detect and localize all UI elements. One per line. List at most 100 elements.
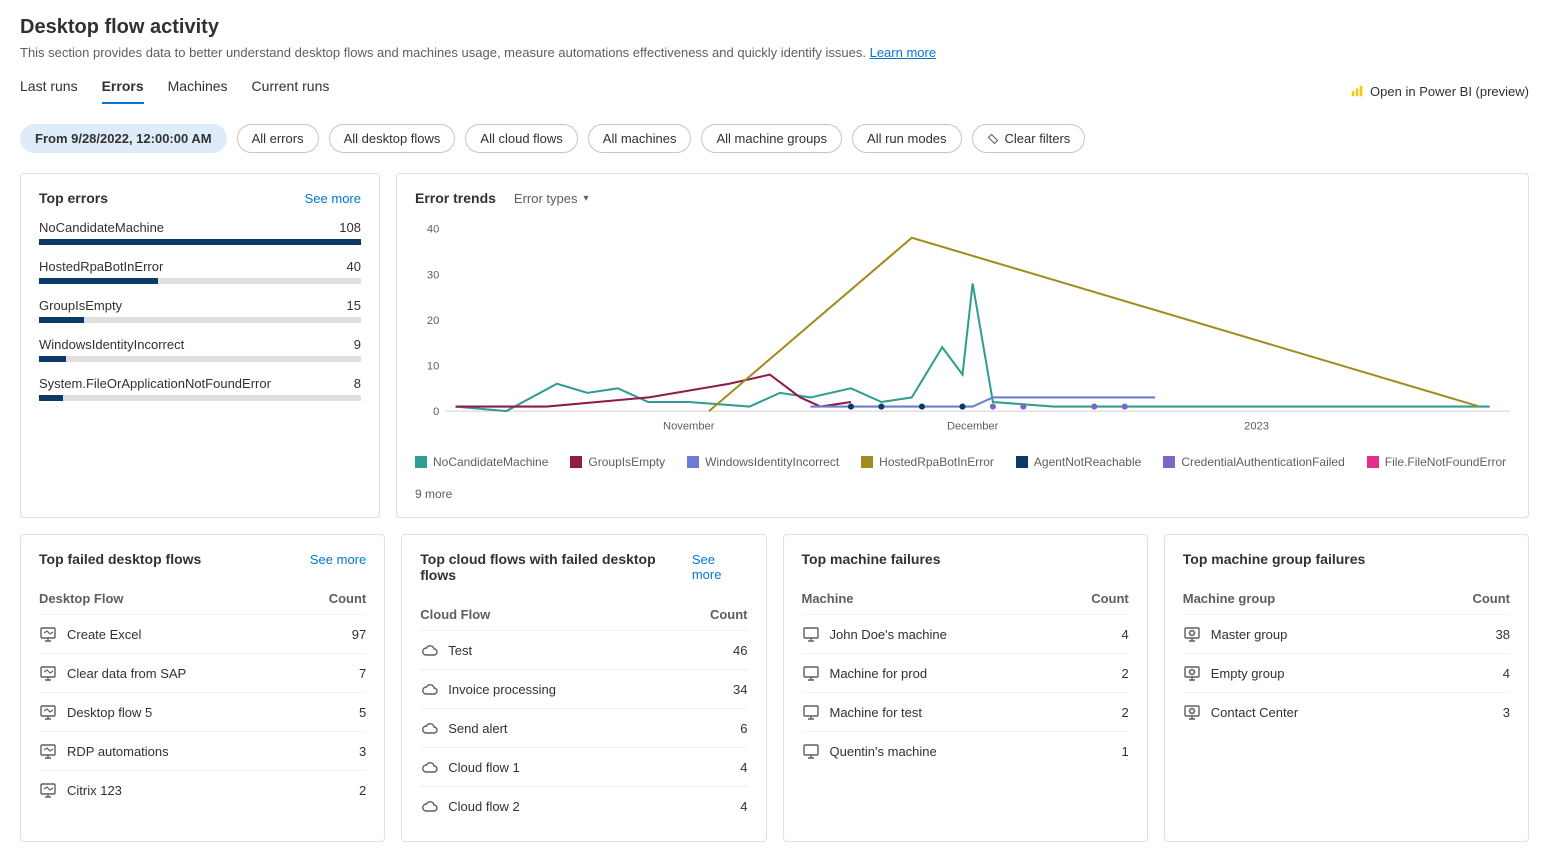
panels-row: Top failed desktop flowsSee moreDesktop …: [20, 534, 1529, 842]
table-row[interactable]: Invoice processing 34: [420, 669, 747, 708]
table-row[interactable]: Clear data from SAP7: [39, 653, 366, 692]
legend-item[interactable]: GroupIsEmpty: [570, 455, 665, 469]
table-row[interactable]: Contact Center3: [1183, 692, 1510, 731]
legend-item[interactable]: WindowsIdentityIncorrect: [687, 455, 839, 469]
clear-filters-button[interactable]: Clear filters: [972, 124, 1086, 153]
tab-machines[interactable]: Machines: [168, 78, 228, 104]
bar-fill: [39, 395, 63, 401]
bar-track: [39, 395, 361, 401]
cloud-icon: [420, 797, 438, 815]
legend-label: File.FileNotFoundError: [1385, 455, 1506, 469]
table-row[interactable]: Cloud flow 2 4: [420, 786, 747, 825]
row-name: Machine for test: [830, 705, 923, 720]
error-bar-item[interactable]: HostedRpaBotInError40: [39, 259, 361, 284]
top-errors-see-more-link[interactable]: See more: [305, 191, 361, 206]
tab-errors[interactable]: Errors: [102, 78, 144, 104]
chevron-down-icon: ▾: [584, 193, 589, 204]
row-name: Cloud flow 2: [448, 799, 520, 814]
legend-swatch: [1163, 456, 1175, 468]
monitor-icon: [802, 703, 820, 721]
row-name: Clear data from SAP: [67, 666, 186, 681]
legend-item[interactable]: File.FileNotFoundError: [1367, 455, 1506, 469]
filter-all-cloud-flows[interactable]: All cloud flows: [465, 124, 577, 153]
cloud-icon: [420, 719, 438, 737]
row-count: 4: [740, 799, 747, 814]
legend-swatch: [861, 456, 873, 468]
col-header: Machine group: [1183, 591, 1275, 606]
panel-title: Top machine group failures: [1183, 551, 1366, 567]
legend-item[interactable]: NoCandidateMachine: [415, 455, 548, 469]
machine-group-icon: [1183, 703, 1201, 721]
cloud-flows-card: Top cloud flows with failed desktop flow…: [401, 534, 766, 842]
legend-item[interactable]: HostedRpaBotInError: [861, 455, 994, 469]
tab-last-runs[interactable]: Last runs: [20, 78, 78, 104]
legend-swatch: [415, 456, 427, 468]
legend-swatch: [1016, 456, 1028, 468]
row-count: 34: [733, 682, 747, 697]
table-row[interactable]: Desktop flow 55: [39, 692, 366, 731]
see-more-link[interactable]: See more: [692, 552, 748, 582]
error-bar-item[interactable]: NoCandidateMachine108: [39, 220, 361, 245]
svg-text:20: 20: [427, 315, 439, 327]
row-name: Test: [448, 643, 472, 658]
row-count: 4: [1503, 666, 1510, 681]
machine-group-icon: [1183, 664, 1201, 682]
error-count: 108: [339, 220, 361, 235]
table-row[interactable]: Quentin's machine 1: [802, 731, 1129, 770]
see-more-link[interactable]: See more: [310, 552, 366, 567]
panel-title: Top cloud flows with failed desktop flow…: [420, 551, 692, 583]
filter-all-desktop-flows[interactable]: All desktop flows: [329, 124, 456, 153]
filter-all-machine-groups[interactable]: All machine groups: [701, 124, 842, 153]
error-bar-item[interactable]: System.FileOrApplicationNotFoundError8: [39, 376, 361, 401]
table-row[interactable]: Test46: [420, 630, 747, 669]
error-bar-item[interactable]: GroupIsEmpty15: [39, 298, 361, 323]
table-row[interactable]: Create Excel97: [39, 614, 366, 653]
monitor-flow-icon: [39, 625, 57, 643]
table-row[interactable]: Citrix 1232: [39, 770, 366, 809]
cloud-icon: [420, 641, 438, 659]
row-count: 2: [1122, 666, 1129, 681]
legend-label: CredentialAuthenticationFailed: [1181, 455, 1344, 469]
svg-text:November: November: [663, 420, 715, 432]
error-types-dropdown[interactable]: Error types ▾: [514, 191, 589, 206]
table-row[interactable]: Cloud flow 14: [420, 747, 747, 786]
bar-fill: [39, 317, 84, 323]
row-name: Quentin's machine: [830, 744, 937, 759]
col-header: Count: [329, 591, 367, 606]
row-name: Invoice processing: [448, 682, 556, 697]
cloud-icon: [420, 680, 438, 698]
filter-all-machines[interactable]: All machines: [588, 124, 692, 153]
tab-current-runs[interactable]: Current runs: [252, 78, 330, 104]
legend-item[interactable]: AgentNotReachable: [1016, 455, 1141, 469]
legend-label: WindowsIdentityIncorrect: [705, 455, 839, 469]
svg-text:10: 10: [427, 361, 439, 373]
power-bi-icon: [1350, 84, 1364, 98]
open-in-power-bi-button[interactable]: Open in Power BI (preview): [1350, 84, 1529, 99]
error-trends-card: Error trends Error types ▾ 010203040Nove…: [396, 173, 1529, 518]
table-row[interactable]: Machine for test2: [802, 692, 1129, 731]
row-name: RDP automations: [67, 744, 169, 759]
table-row[interactable]: Empty group4: [1183, 653, 1510, 692]
machine-failures-card: Top machine failuresMachineCountJohn Doe…: [783, 534, 1148, 842]
table-row[interactable]: Machine for prod2: [802, 653, 1129, 692]
monitor-icon: [802, 625, 820, 643]
table-row[interactable]: Master group38: [1183, 614, 1510, 653]
bar-track: [39, 356, 361, 362]
row-count: 1: [1122, 744, 1129, 759]
table-row[interactable]: John Doe's machine4: [802, 614, 1129, 653]
table-row[interactable]: RDP automations3: [39, 731, 366, 770]
error-count: 9: [354, 337, 361, 352]
filter-date[interactable]: From 9/28/2022, 12:00:00 AM: [20, 124, 227, 153]
row-count: 2: [359, 783, 366, 798]
filter-all-run-modes[interactable]: All run modes: [852, 124, 961, 153]
table-row[interactable]: Send alert6: [420, 708, 747, 747]
page-title: Desktop flow activity: [20, 16, 1529, 39]
row-name: Create Excel: [67, 627, 141, 642]
legend-more[interactable]: 9 more: [415, 487, 452, 501]
bar-fill: [39, 239, 361, 245]
error-bar-item[interactable]: WindowsIdentityIncorrect9: [39, 337, 361, 362]
learn-more-link[interactable]: Learn more: [870, 45, 936, 60]
filter-all-errors[interactable]: All errors: [237, 124, 319, 153]
col-header: Desktop Flow: [39, 591, 124, 606]
legend-item[interactable]: CredentialAuthenticationFailed: [1163, 455, 1344, 469]
